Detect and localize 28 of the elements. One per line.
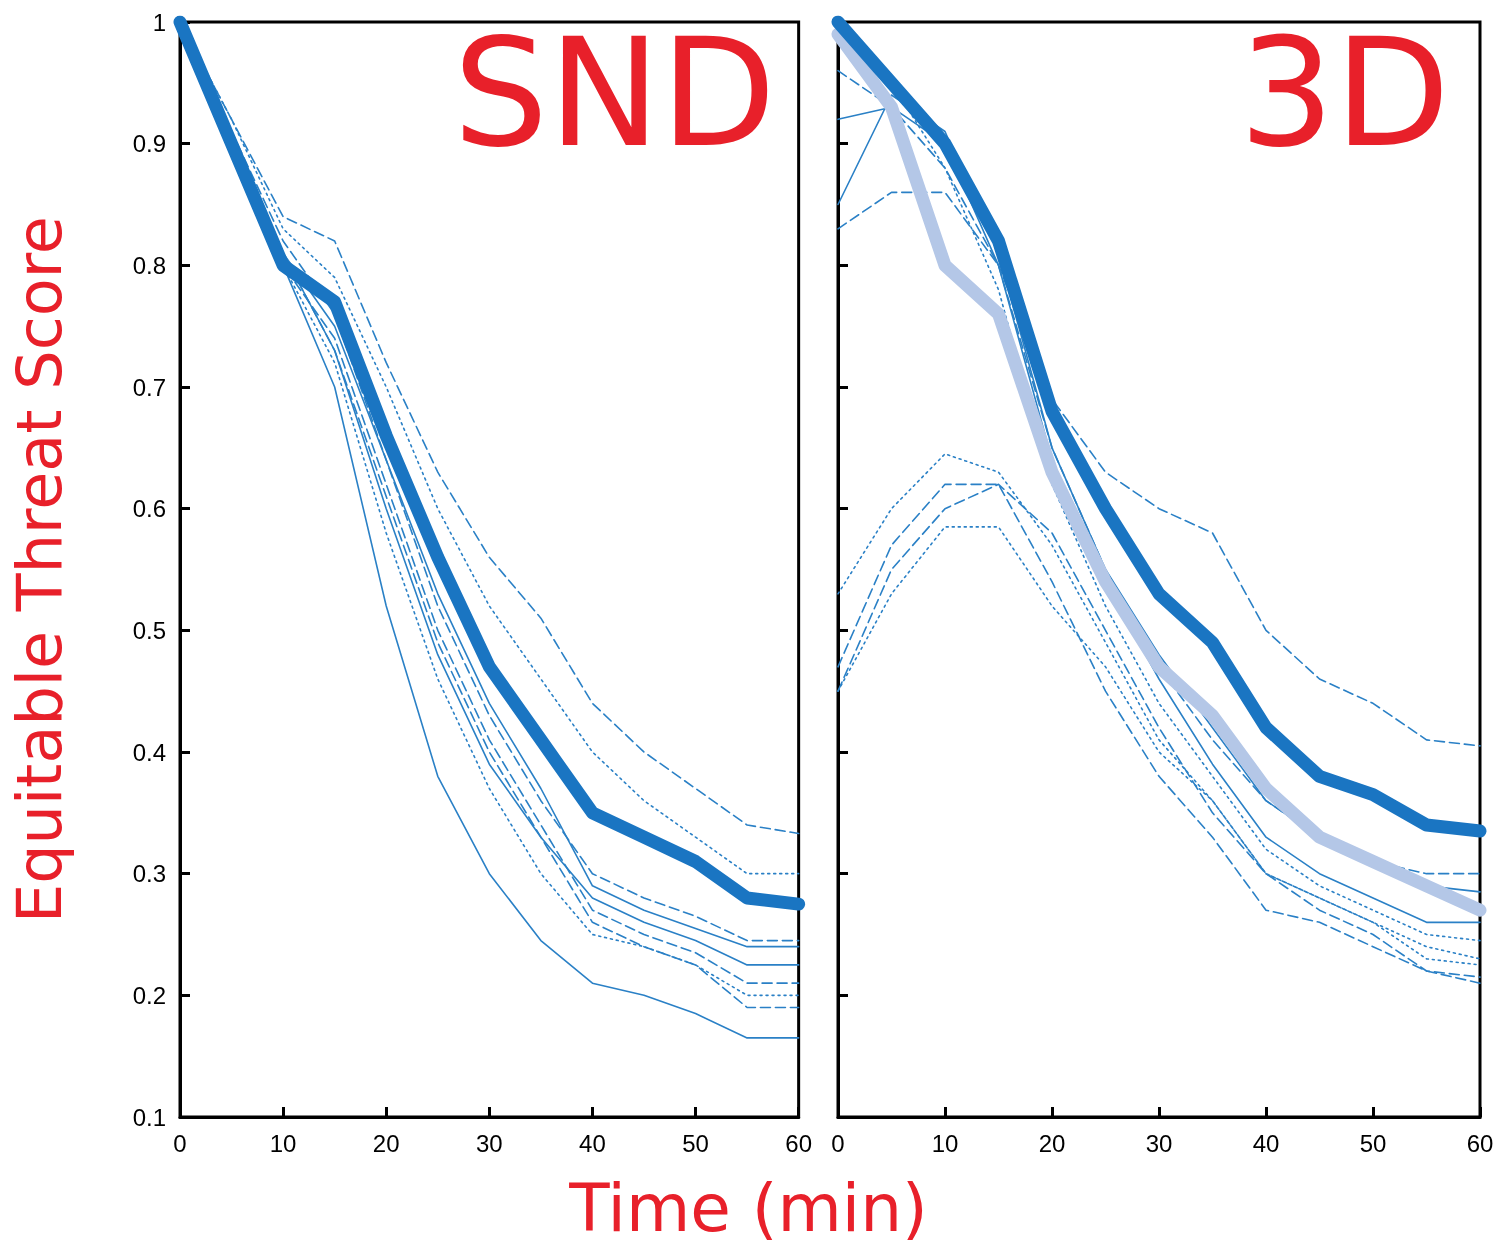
x-tick-label: 10: [269, 1129, 297, 1157]
y-tick-label: 0.8: [132, 251, 166, 279]
annotation: SND: [453, 6, 777, 180]
y-tick-label: 0.2: [132, 981, 166, 1009]
x-tick-label: 20: [1038, 1129, 1066, 1157]
x-tick-label: 40: [579, 1129, 606, 1157]
x-axis-title: Time (min): [568, 1170, 929, 1247]
y-tick-label: 0.9: [132, 130, 166, 158]
x-tick-label: 50: [682, 1129, 709, 1157]
x-tick-label: 10: [931, 1129, 959, 1157]
y-tick-label: 0.6: [132, 495, 166, 523]
y-axis-title: Equitable Threat Score: [2, 216, 76, 923]
y-tick-label: 0.5: [132, 616, 166, 644]
x-tick-label: 30: [475, 1129, 503, 1157]
x-tick-label: 30: [1145, 1129, 1173, 1157]
x-tick-label: 0: [173, 1129, 187, 1157]
x-tick-label: 50: [1359, 1129, 1387, 1157]
x-tick-label: 20: [372, 1129, 400, 1157]
x-tick-label: 60: [1466, 1129, 1494, 1157]
y-tick-label: 0.4: [132, 738, 166, 766]
x-tick-label: 0: [831, 1129, 845, 1157]
y-tick-label: 1: [152, 8, 166, 36]
y-tick-label: 0.1: [132, 1103, 166, 1131]
y-tick-label: 0.7: [132, 373, 166, 401]
y-tick-label: 0.3: [132, 860, 166, 888]
annotation: 3D: [1239, 6, 1450, 180]
x-tick-label: 40: [1252, 1129, 1280, 1157]
x-tick-label: 60: [785, 1129, 812, 1157]
